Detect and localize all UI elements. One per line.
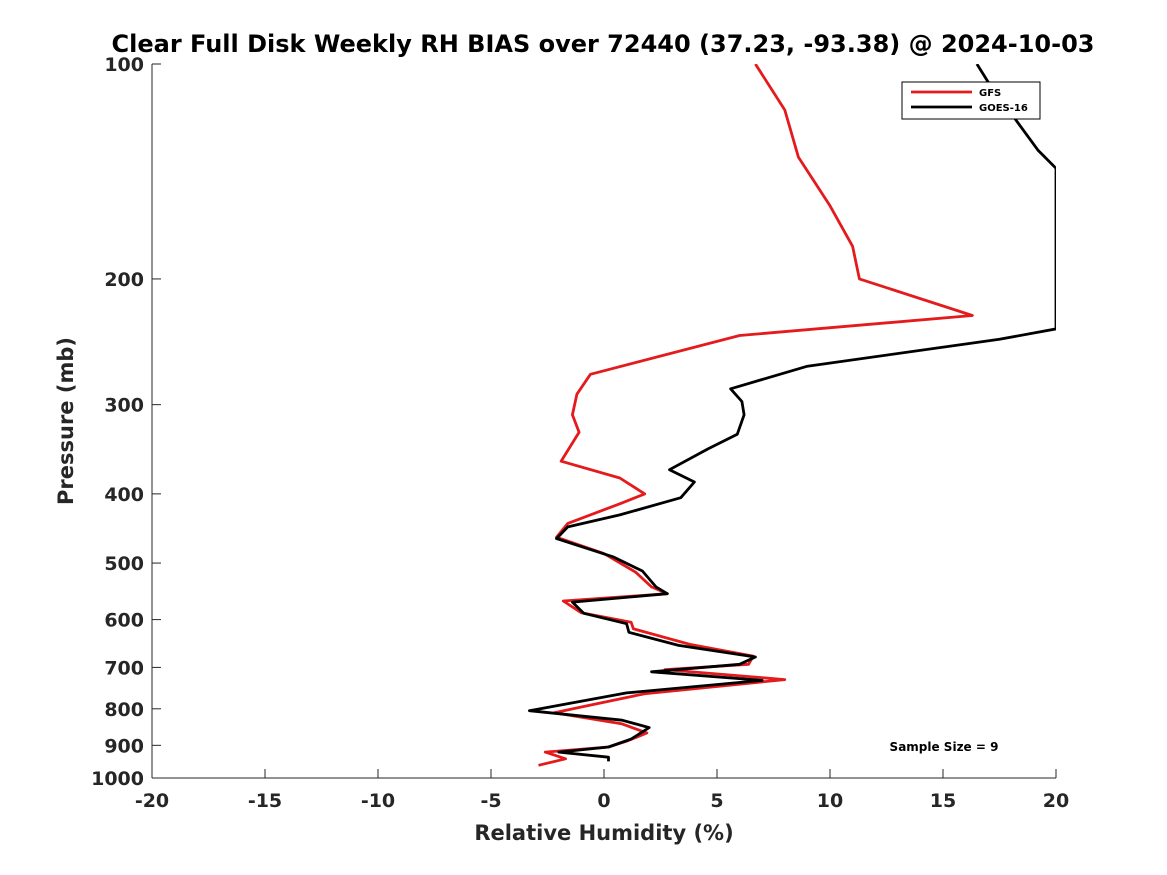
legend-label: GFS bbox=[979, 88, 1001, 99]
y-tick-label: 300 bbox=[104, 395, 144, 417]
axes-layer: -20 -15 -10 -5 0 5 10 15 20 100 200 300 400 500 600 700… bbox=[91, 54, 1069, 812]
legend-label: GOES-16 bbox=[979, 103, 1028, 114]
plot-area: -20 -15 -10 -5 0 5 10 15 20 100 200 300 400 500 600 700… bbox=[91, 54, 1069, 812]
y-tick-label: 700 bbox=[104, 657, 144, 679]
plot-background bbox=[152, 64, 1056, 778]
y-tick-label: 800 bbox=[104, 699, 144, 721]
y-tick-label: 600 bbox=[104, 610, 144, 632]
y-tick-label: 100 bbox=[104, 54, 144, 76]
chart-title: Clear Full Disk Weekly RH BIAS over 7244… bbox=[112, 30, 1095, 58]
y-tick-label: 1000 bbox=[91, 768, 144, 790]
x-tick-label: 15 bbox=[930, 790, 956, 812]
legend-items: GFS GOES-16 bbox=[911, 88, 1028, 114]
y-axis-label: Pressure (mb) bbox=[54, 337, 78, 505]
legend: GFS GOES-16 bbox=[901, 81, 1041, 120]
x-tick-label: 10 bbox=[817, 790, 843, 812]
x-tick-label: 0 bbox=[597, 790, 610, 812]
x-tick-label: -20 bbox=[135, 790, 169, 812]
series-layer bbox=[528, 64, 1056, 767]
x-tick-label: -15 bbox=[248, 790, 282, 812]
legend-box bbox=[901, 81, 1041, 120]
x-tick-label: -5 bbox=[480, 790, 501, 812]
series-line-goes-16 bbox=[528, 64, 1056, 762]
x-tick-label: -10 bbox=[361, 790, 395, 812]
x-axis-label: Relative Humidity (%) bbox=[474, 821, 733, 845]
y-tick-label: 900 bbox=[104, 735, 144, 757]
sample-size-annotation: Sample Size = 9 bbox=[890, 740, 999, 754]
x-tick-label: 20 bbox=[1043, 790, 1069, 812]
y-tick-label: 200 bbox=[104, 269, 144, 291]
x-tick-label: 5 bbox=[710, 790, 723, 812]
y-tick-label: 400 bbox=[104, 484, 144, 506]
y-tick-label: 500 bbox=[104, 553, 144, 575]
